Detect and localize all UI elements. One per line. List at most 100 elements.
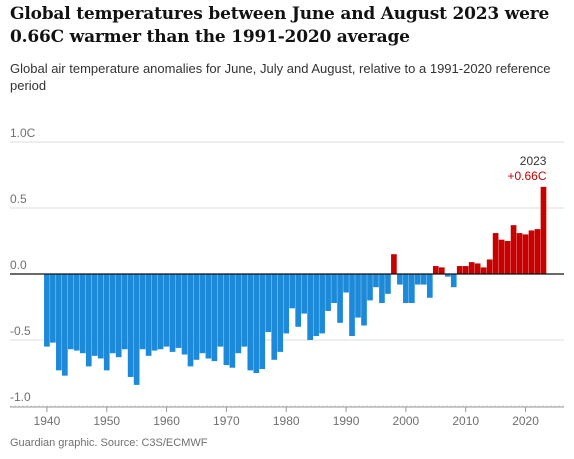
bar-1992 <box>355 274 361 318</box>
bar-2023 <box>540 186 547 274</box>
annotation-year: 2023 <box>520 154 547 168</box>
bar-2007 <box>444 274 451 277</box>
bar-1975 <box>253 274 260 373</box>
bar-1955 <box>133 274 140 385</box>
bars <box>44 186 547 385</box>
bar-1943 <box>62 274 68 376</box>
bar-1947 <box>85 274 92 367</box>
bar-1960 <box>163 274 170 347</box>
bar-2001 <box>409 274 415 304</box>
y-tick-label: 1.0C <box>10 126 36 140</box>
y-tick-label: 0.0 <box>10 258 27 272</box>
bar-1953 <box>121 274 128 350</box>
bar-1958 <box>151 274 158 351</box>
bar-2017 <box>504 241 511 274</box>
chart-title: Global temperatures between June and Aug… <box>10 4 550 47</box>
bar-1987 <box>325 274 331 311</box>
x-tick-label: 2020 <box>512 414 539 428</box>
bar-1968 <box>211 274 218 362</box>
x-axis: 1940 1950 1960 1970 1980 1990 2000 2010 2020 <box>10 406 564 428</box>
bar-1962 <box>175 274 182 348</box>
bar-2014 <box>486 259 493 274</box>
bar-1948 <box>91 274 98 356</box>
bar-1982 <box>295 274 302 327</box>
y-tick-label: -1.0 <box>10 390 31 404</box>
bar-2021 <box>528 230 535 274</box>
bar-2019 <box>516 233 523 274</box>
bar-1956 <box>139 274 146 350</box>
bar-1976 <box>259 274 266 370</box>
bar-1970 <box>223 274 230 366</box>
bar-1959 <box>157 274 164 350</box>
bar-2003 <box>420 274 427 285</box>
x-tick-label: 1940 <box>34 414 61 428</box>
bar-2000 <box>403 274 409 304</box>
bar-1945 <box>73 274 80 351</box>
bar-1966 <box>199 274 206 354</box>
bar-1942 <box>56 274 62 371</box>
bar-1983 <box>301 274 308 314</box>
bar-1980 <box>283 274 290 334</box>
bar-2012 <box>474 263 481 274</box>
bar-1986 <box>319 274 325 334</box>
bar-1967 <box>205 274 212 359</box>
y-tick-label: 0.5 <box>10 192 27 206</box>
x-tick-label: 1960 <box>153 414 180 428</box>
x-tick-label: 2000 <box>393 414 420 428</box>
bar-2004 <box>426 274 433 298</box>
bar-2010 <box>462 266 469 274</box>
bar-1994 <box>367 274 373 301</box>
bar-1961 <box>169 274 176 352</box>
bar-1969 <box>217 274 224 347</box>
bar-2022 <box>534 229 541 274</box>
bar-1996 <box>379 274 385 304</box>
annotation-value: +0.66C <box>507 169 546 183</box>
bar-1985 <box>313 274 319 337</box>
bar-1946 <box>79 274 86 354</box>
bar-2008 <box>450 274 457 288</box>
bar-1940 <box>44 274 50 347</box>
annotations: 2023+0.66C <box>507 154 546 183</box>
x-tick-label: 1950 <box>93 414 120 428</box>
bar-1988 <box>331 274 337 304</box>
source-note: Guardian graphic. Source: C3S/ECMWF <box>10 437 208 449</box>
bar-1965 <box>193 274 200 360</box>
bar-1998 <box>391 254 397 274</box>
bar-1981 <box>289 274 296 309</box>
bar-1991 <box>349 274 355 337</box>
bar-1993 <box>361 274 367 326</box>
bar-1974 <box>247 274 254 371</box>
bar-1972 <box>235 274 242 354</box>
bar-2018 <box>510 225 517 274</box>
y-axis-labels: 1.0C 0.5 0.0 -0.5 -1.0 <box>10 126 36 404</box>
bar-2006 <box>438 267 445 274</box>
bar-1954 <box>127 274 134 377</box>
bar-1963 <box>181 274 188 355</box>
bar-1979 <box>277 274 284 352</box>
bar-2009 <box>456 266 463 274</box>
bar-1964 <box>187 274 194 367</box>
bar-1973 <box>241 274 248 347</box>
bar-1989 <box>337 274 343 323</box>
x-tick-label: 2010 <box>452 414 479 428</box>
bar-2016 <box>498 239 505 274</box>
y-tick-label: -0.5 <box>10 324 31 338</box>
x-tick-label: 1980 <box>273 414 300 428</box>
bar-1971 <box>229 274 236 368</box>
bar-1978 <box>271 274 278 360</box>
chart-subtitle: Global air temperature anomalies for Jun… <box>10 61 551 93</box>
bar-1999 <box>397 274 403 285</box>
bar-1997 <box>385 274 391 294</box>
bar-1977 <box>265 274 272 333</box>
bar-2011 <box>468 262 475 274</box>
bar-2015 <box>492 233 499 274</box>
bar-1984 <box>307 274 313 340</box>
bar-1949 <box>97 274 104 359</box>
x-tick-label: 1970 <box>213 414 240 428</box>
bar-1957 <box>145 274 152 356</box>
x-tick-label: 1990 <box>333 414 360 428</box>
bar-1951 <box>109 274 116 354</box>
bar-2002 <box>415 274 421 285</box>
bar-1944 <box>67 274 74 350</box>
